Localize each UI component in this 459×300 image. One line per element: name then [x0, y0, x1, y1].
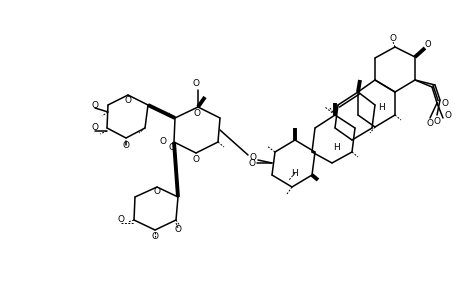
- Text: H: H: [333, 142, 340, 152]
- Text: O: O: [192, 79, 199, 88]
- Text: O: O: [117, 215, 124, 224]
- Text: O: O: [153, 188, 160, 196]
- Text: O: O: [443, 110, 451, 119]
- Text: O: O: [432, 116, 440, 125]
- Text: O: O: [151, 232, 158, 242]
- Text: O: O: [249, 154, 256, 163]
- Text: O: O: [248, 158, 255, 167]
- Text: O: O: [424, 40, 431, 49]
- Text: O: O: [389, 34, 396, 43]
- Text: O: O: [91, 124, 98, 133]
- Text: O: O: [168, 143, 175, 152]
- Text: O: O: [91, 100, 98, 109]
- Text: O: O: [441, 98, 448, 107]
- Text: H: H: [378, 103, 385, 112]
- Text: O: O: [122, 140, 129, 149]
- Text: O: O: [192, 155, 199, 164]
- Text: O: O: [174, 226, 181, 235]
- Text: O: O: [124, 95, 131, 104]
- Text: H: H: [291, 169, 298, 178]
- Text: O: O: [159, 137, 166, 146]
- Text: O: O: [193, 109, 200, 118]
- Text: O: O: [425, 119, 432, 128]
